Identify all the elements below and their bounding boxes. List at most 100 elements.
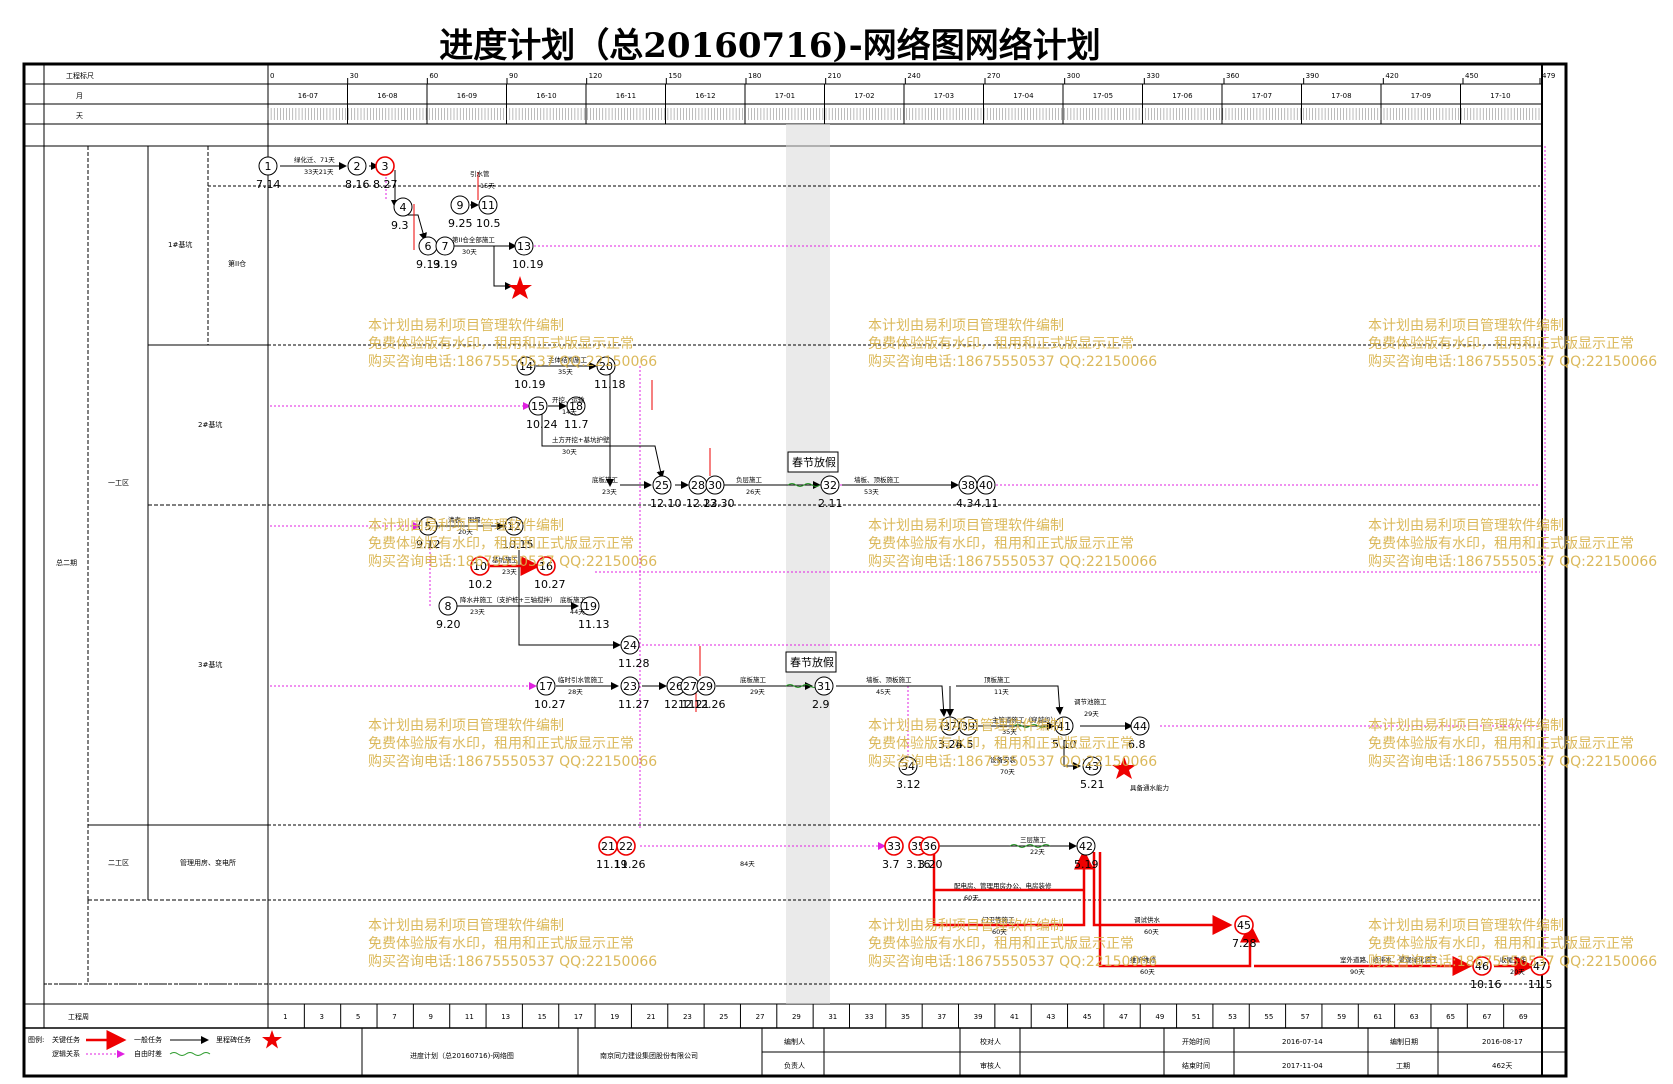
legend-float: 自由时差	[134, 1049, 162, 1058]
footer-start-value: 2016-07-14	[1282, 1038, 1323, 1046]
activity-name: 土方开挖+基坑护壁	[552, 435, 610, 444]
node-27: 27 12.21	[678, 676, 710, 711]
node-date: 7.28	[1232, 937, 1257, 950]
node-id: 44	[1133, 720, 1147, 733]
month-label: 17-01	[775, 92, 795, 100]
day-tick-label: 240	[907, 72, 920, 80]
watermark: 本计划由易利项目管理软件编制免费体验版有水印，租用和正式版显示正常购买咨询电话:…	[868, 718, 1157, 770]
day-tick-label: 60	[429, 72, 438, 80]
svg-text:购买咨询电话:18675550537 QQ:22150066: 购买咨询电话:18675550537 QQ:22150066	[868, 754, 1157, 770]
week-label: 67	[1482, 1013, 1491, 1021]
node-date: 9.3	[391, 219, 409, 232]
activity-name: 基坑施工	[492, 555, 519, 564]
activity-name: 84天	[740, 860, 755, 868]
activity-duration: 53天	[864, 488, 879, 496]
node-id: 29	[699, 680, 713, 693]
watermark: 本计划由易利项目管理软件编制免费体验版有水印，租用和正式版显示正常购买咨询电话:…	[368, 918, 657, 970]
day-tick-label: 30	[350, 72, 359, 80]
node-32: 322.11	[818, 475, 843, 510]
node-id: 6	[425, 240, 432, 253]
node-date: 10.19	[514, 378, 546, 391]
watermark: 本计划由易利项目管理软件编制免费体验版有水印，租用和正式版显示正常购买咨询电话:…	[368, 318, 657, 370]
node-id: 5	[425, 520, 432, 533]
node-20: 20 11.18	[594, 356, 626, 391]
svg-text:本计划由易利项目管理软件编制: 本计划由易利项目管理软件编制	[868, 918, 1064, 934]
activity-label: 顶板施工 11天	[984, 675, 1011, 696]
svg-text:购买咨询电话:18675550537 QQ:22150066: 购买咨询电话:18675550537 QQ:22150066	[868, 354, 1157, 370]
activity-duration: 26天	[746, 488, 761, 496]
node-18: 18 11.7	[564, 396, 589, 431]
node-date: 10.15	[502, 538, 534, 551]
week-label: 25	[719, 1013, 728, 1021]
node-date: 9.12	[416, 538, 441, 551]
watermark: 本计划由易利项目管理软件编制免费体验版有水印，租用和正式版显示正常购买咨询电话:…	[1368, 918, 1657, 970]
week-label: 57	[1301, 1013, 1310, 1021]
node-id: 45	[1237, 919, 1251, 932]
row-label-day: 天	[76, 112, 83, 120]
watermark: 本计划由易利项目管理软件编制免费体验版有水印，租用和正式版显示正常购买咨询电话:…	[1368, 518, 1657, 570]
node-date: 4.3	[956, 497, 974, 510]
node-date: 3.28	[938, 738, 963, 751]
node-date: 11.26	[614, 858, 646, 871]
svg-text:本计划由易利项目管理软件编制: 本计划由易利项目管理软件编制	[368, 918, 564, 934]
holiday-label-2: 春节放假	[790, 655, 834, 669]
node-id: 38	[961, 479, 975, 492]
node-date: 9.19	[433, 258, 458, 271]
month-label: 17-04	[1013, 92, 1034, 100]
activity-label: 负层施工 26天	[736, 475, 763, 496]
node-id: 19	[583, 600, 597, 613]
zone-label-phase2: 总二期	[56, 558, 77, 567]
nodes: 17.1428.1638.2749.369.1379.1999.251110.5…	[256, 156, 1553, 991]
node-25: 25 12.10	[650, 475, 682, 510]
day-tick-label: 120	[589, 72, 602, 80]
activity-duration: 23天	[470, 608, 485, 616]
activity-duration: 11天	[994, 688, 1009, 696]
footer-checker-label: 校对人	[980, 1037, 1001, 1046]
node-date: 3.7	[882, 858, 900, 871]
node-id: 15	[531, 400, 545, 413]
node-33: 333.7	[882, 836, 904, 871]
legend-star-icon	[262, 1030, 282, 1049]
activity-label: 绿化迁、71天 33天21天	[294, 155, 335, 176]
day-tick-label: 210	[828, 72, 841, 80]
week-label: 7	[392, 1013, 396, 1021]
day-tick-label: 360	[1226, 72, 1239, 80]
node-id: 12	[507, 520, 521, 533]
activity-name: 收尾工作	[1500, 955, 1527, 964]
activity-duration: 14天	[562, 408, 577, 416]
svg-text:本计划由易利项目管理软件编制: 本计划由易利项目管理软件编制	[368, 718, 564, 734]
node-date: 9.13	[416, 258, 441, 271]
node-44: 446.8	[1128, 716, 1150, 751]
node-21: 21 11.19	[596, 836, 628, 871]
node-date: 12.11	[664, 698, 696, 711]
day-tick-label: 300	[1067, 72, 1080, 80]
month-label: 16-11	[616, 92, 636, 100]
node-id: 14	[519, 360, 533, 373]
svg-text:购买咨询电话:18675550537 QQ:22150066: 购买咨询电话:18675550537 QQ:22150066	[368, 554, 657, 570]
activity-duration: 44天	[570, 608, 585, 616]
node-40: 404.11	[974, 475, 999, 510]
week-label: 41	[1010, 1013, 1019, 1021]
activity-name: 引水管	[470, 169, 490, 178]
footer-start-label: 开始时间	[1182, 1037, 1210, 1046]
svg-text:本计划由易利项目管理软件编制: 本计划由易利项目管理软件编制	[1368, 318, 1564, 334]
node-3: 38.27	[373, 156, 398, 191]
watermark: 本计划由易利项目管理软件编制免费体验版有水印，租用和正式版显示正常购买咨询电话:…	[368, 518, 657, 570]
watermark: 本计划由易利项目管理软件编制免费体验版有水印，租用和正式版显示正常购买咨询电话:…	[1368, 318, 1657, 370]
node-id: 40	[979, 479, 993, 492]
node-24: 24 11.28	[618, 635, 650, 670]
activity-name: 三层施工	[1020, 835, 1047, 844]
week-label: 55	[1264, 1013, 1273, 1021]
svg-text:购买咨询电话:18675550537 QQ:22150066: 购买咨询电话:18675550537 QQ:22150066	[368, 754, 657, 770]
activity-arrows	[280, 162, 1133, 850]
node-14: 14 10.19	[514, 356, 546, 391]
svg-text:免费体验版有水印，租用和正式版显示正常: 免费体验版有水印，租用和正式版显示正常	[368, 736, 634, 752]
activity-label: 调试供水 60天	[1134, 915, 1161, 936]
zone-label-pit1: 1#基坑	[168, 240, 192, 249]
node-id: 33	[887, 840, 901, 853]
node-date: 7.14	[256, 178, 281, 191]
node-42: 425.19	[1074, 836, 1099, 871]
activity-label: 主体结构施工 35天	[548, 355, 588, 376]
node-16: 16 10.27	[534, 556, 566, 591]
activity-label: 具备通水能力	[1130, 783, 1169, 792]
